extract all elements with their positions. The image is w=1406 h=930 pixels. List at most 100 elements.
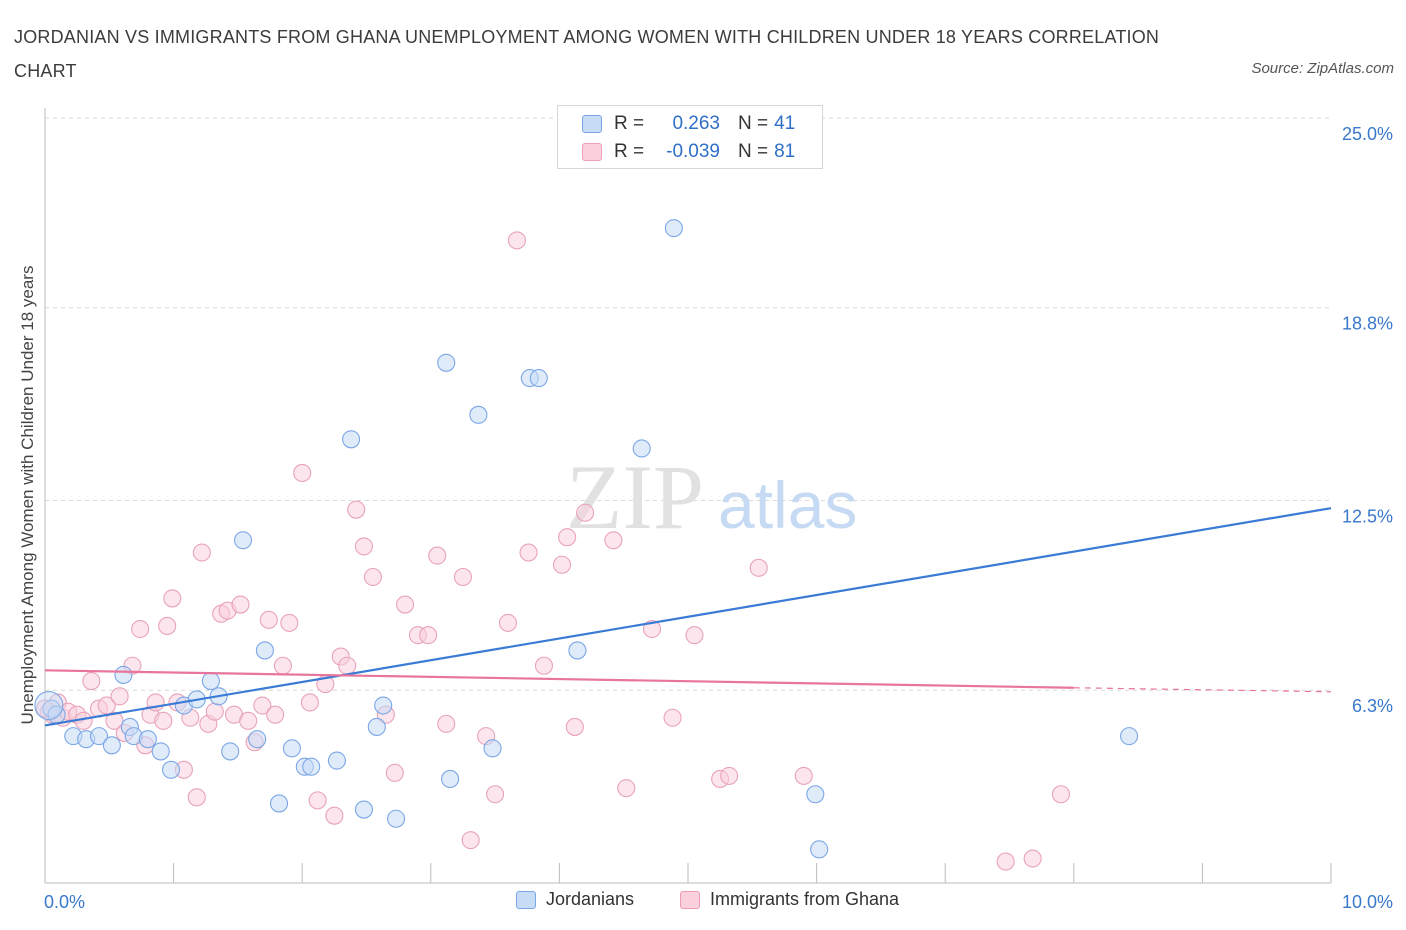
- ghana-point: [1051, 785, 1070, 804]
- ghana-point: [158, 616, 177, 636]
- x-tick-label: 0.0%: [44, 892, 85, 912]
- ghana-point: [163, 589, 182, 608]
- jordanian-point: [367, 717, 386, 736]
- ghana-point: [205, 702, 224, 721]
- jordanian-point: [483, 739, 502, 758]
- legend-swatch-ghana: [680, 890, 700, 909]
- watermark-zip: ZIP: [566, 446, 704, 548]
- jordanian-point: [342, 430, 361, 449]
- ghana-point: [486, 785, 505, 804]
- jordanian-point: [233, 531, 253, 550]
- jordanian-point: [632, 439, 651, 458]
- ghana-point: [239, 711, 258, 730]
- ghana-point: [1023, 849, 1042, 868]
- ghana-point: [308, 791, 327, 810]
- ghana-point: [131, 619, 150, 639]
- ghana-point: [253, 696, 272, 715]
- jordanian-point: [437, 353, 456, 372]
- ghana-point: [534, 656, 554, 675]
- ghana-point: [338, 656, 357, 675]
- correlation-legend: R = 0.263 N = 41 R = -0.039 N = 81: [557, 105, 823, 169]
- ghana-point: [259, 610, 278, 629]
- ghana-point: [642, 619, 662, 639]
- watermark-atlas: atlas: [718, 468, 857, 542]
- source-note: Source: ZipAtlas.com: [1251, 60, 1394, 77]
- legend-n-label: N =: [738, 113, 769, 134]
- ghana-point: [192, 543, 211, 562]
- jordanian-point: [441, 769, 460, 789]
- jordanian-point: [221, 742, 240, 761]
- ghana-point: [437, 714, 456, 733]
- chart-title: JORDANIAN VS IMMIGRANTS FROM GHANA UNEMP…: [14, 27, 1160, 81]
- ghana-point: [604, 531, 623, 550]
- ghana-point: [325, 806, 344, 825]
- tick-labels: 6.3% 12.5% 18.8% 25.0% 0.0% 10.0%: [44, 124, 1393, 912]
- ghana-points: [35, 231, 1070, 871]
- ghana-point: [685, 626, 704, 645]
- ghana-point: [498, 613, 518, 632]
- jordanian-point: [806, 785, 825, 804]
- jordanian-point: [89, 727, 109, 746]
- legend-swatch-ghana: [582, 143, 602, 161]
- jordanian-point: [270, 794, 289, 813]
- ghana-point: [453, 567, 473, 587]
- jordanian-point: [810, 840, 829, 859]
- legend-r-label: R =: [614, 141, 645, 162]
- ghana-point: [363, 567, 382, 587]
- ghana-point: [996, 852, 1015, 871]
- jordanian-point: [1120, 727, 1139, 746]
- jordanian-point: [151, 742, 170, 761]
- ghana-point: [231, 595, 250, 614]
- ghana-trend-extension: [1073, 687, 1332, 693]
- jordanian-point: [161, 760, 181, 779]
- y-tick-label: 25.0%: [1342, 124, 1393, 144]
- ghana-trend-line: [44, 669, 1074, 689]
- ghana-point: [552, 555, 572, 574]
- y-tick-label: 6.3%: [1352, 696, 1393, 716]
- jordanian-point: [102, 736, 121, 755]
- ghana-point: [293, 463, 312, 483]
- y-tick-label: 18.8%: [1342, 314, 1393, 334]
- legend-item-ghana[interactable]: Immigrants from Ghana: [680, 889, 899, 910]
- jordanian-point: [529, 369, 548, 388]
- ghana-point: [266, 705, 285, 724]
- ghana-point: [617, 779, 636, 798]
- ghana-point: [565, 717, 584, 736]
- jordanian-cluster-point: [34, 690, 64, 721]
- ghana-point: [354, 537, 373, 556]
- jordanian-point: [664, 219, 683, 238]
- jordanian-point: [248, 730, 267, 749]
- watermark: ZIP atlas: [566, 446, 857, 548]
- ghana-point: [428, 546, 447, 565]
- ghana-point: [273, 656, 292, 675]
- legend-item-jordanians[interactable]: Jordanians: [516, 889, 634, 910]
- ghana-point: [558, 528, 577, 547]
- jordanian-point: [255, 641, 274, 660]
- jordanian-trend-line: [44, 507, 1332, 727]
- ghana-point: [519, 543, 538, 562]
- jordanian-point: [282, 739, 301, 758]
- ghana-point: [794, 766, 813, 785]
- ghana-point: [300, 693, 319, 712]
- jordanian-point: [374, 696, 393, 715]
- jordanian-point: [138, 730, 157, 749]
- legend-n-label: N =: [738, 141, 769, 162]
- ghana-point: [461, 831, 480, 850]
- legend-n-value-jordanians: 41: [774, 113, 796, 134]
- legend-r-value-ghana: -0.039: [666, 141, 720, 162]
- legend-swatch-jordanians: [516, 890, 536, 909]
- jordanian-point: [387, 809, 406, 828]
- legend-row-ghana: R = -0.039 N = 81: [582, 138, 795, 166]
- y-tick-label: 12.5%: [1342, 507, 1393, 527]
- jordanian-point: [114, 665, 133, 684]
- jordanian-point: [568, 641, 587, 660]
- jordanian-point: [469, 405, 488, 424]
- legend-label-jordanians: Jordanians: [546, 889, 635, 909]
- legend-n-value-ghana: 81: [774, 141, 796, 162]
- trend-lines: [44, 507, 1332, 727]
- legend-row-jordanians: R = 0.263 N = 41: [582, 110, 795, 138]
- ghana-point: [507, 231, 527, 250]
- ghana-point: [396, 595, 415, 614]
- legend-label-ghana: Immigrants from Ghana: [710, 889, 900, 909]
